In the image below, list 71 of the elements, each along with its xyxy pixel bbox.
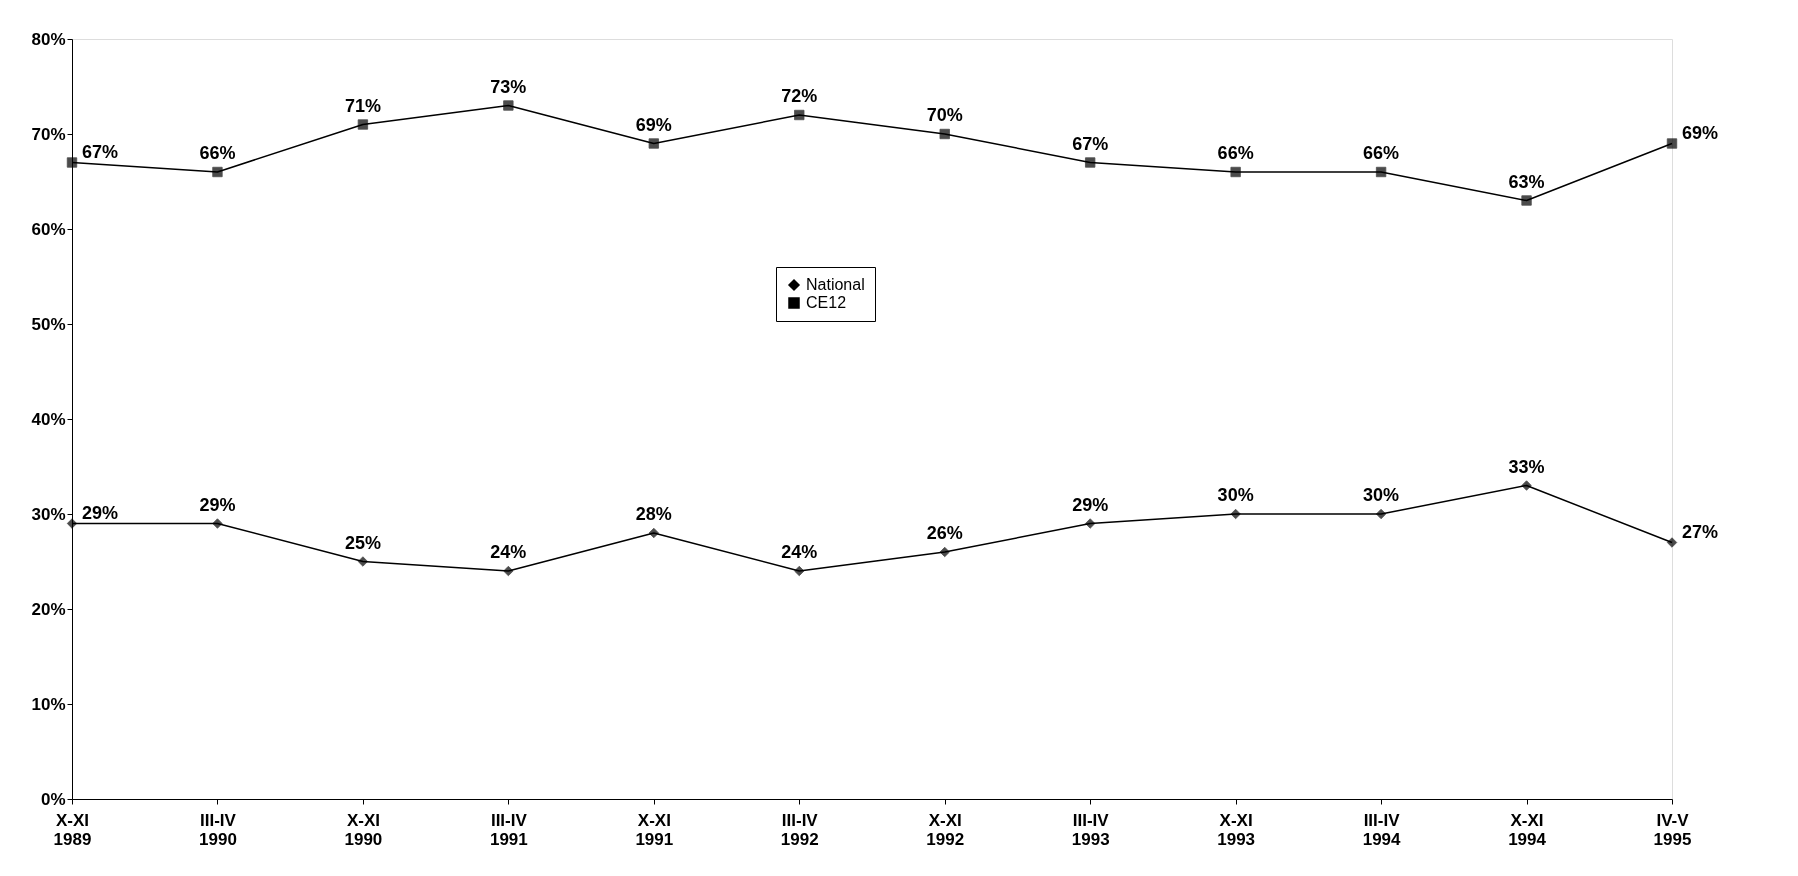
data-label: 33%: [1508, 456, 1545, 477]
x-tick-label: X-XI 1992: [926, 810, 965, 849]
point: [1230, 508, 1241, 520]
point: [1666, 537, 1678, 548]
x-tick-label: III-IV 1991: [489, 810, 528, 849]
data-label: 67%: [82, 141, 119, 162]
data-label: 26%: [926, 523, 963, 543]
data-label: 24%: [781, 542, 818, 562]
data-label: 71%: [344, 95, 381, 116]
x-tick-label: X-XI 1993: [1217, 810, 1256, 849]
point: [1521, 195, 1532, 206]
data-label: 66%: [199, 143, 236, 163]
y-tick-label: 0%: [40, 789, 66, 809]
point: [1085, 518, 1096, 529]
y-tick-label: 70%: [31, 124, 66, 144]
point: [794, 565, 805, 577]
x-tick-label: X-XI 1991: [635, 810, 674, 849]
y-tick-label: 10%: [31, 694, 66, 714]
data-label: 30%: [1217, 485, 1254, 505]
y-tick-label: 30%: [31, 504, 66, 524]
data-label: 67%: [1072, 133, 1109, 154]
x-tick-label: X-XI 1994: [1508, 810, 1547, 849]
point: [66, 518, 78, 529]
x-tick-label: IV-V 1995: [1653, 810, 1692, 849]
point: [1666, 138, 1678, 149]
point: [212, 166, 223, 178]
point: [939, 128, 950, 140]
point: [1521, 480, 1532, 491]
data-label: 69%: [635, 114, 672, 135]
point: [503, 565, 514, 577]
data-label: 24%: [490, 542, 527, 562]
point: [648, 527, 659, 539]
data-label: 28%: [635, 504, 672, 524]
data-label: 29%: [1072, 494, 1109, 515]
data-label: 70%: [926, 105, 963, 125]
data-label: 30%: [1363, 485, 1400, 505]
x-tick-label: X-XI 1990: [344, 810, 383, 849]
data-label: 27%: [1682, 521, 1719, 542]
legend-label: National: [806, 276, 865, 293]
point: [66, 157, 78, 168]
y-tick-label: 60%: [31, 219, 66, 239]
y-tick-label: 80%: [31, 29, 66, 49]
data-label: 66%: [1363, 143, 1400, 163]
point: [1375, 166, 1387, 178]
point: [794, 109, 805, 121]
x-tick-label: X-XI 1989: [53, 810, 92, 849]
point: [1375, 508, 1387, 520]
data-label: 73%: [490, 76, 527, 97]
x-tick-label: III-IV 1993: [1071, 810, 1110, 849]
data-label: 29%: [199, 494, 236, 515]
point: [939, 546, 950, 558]
y-tick-label: 50%: [31, 314, 66, 334]
x-tick-label: III-IV 1990: [199, 810, 237, 849]
y-tick-label: 20%: [31, 599, 66, 619]
data-label: 25%: [344, 532, 381, 553]
data-label: 69%: [1682, 122, 1719, 143]
x-tick-label: III-IV 1992: [780, 810, 819, 849]
point: [1085, 157, 1096, 168]
data-label: 29%: [82, 502, 119, 523]
point: [1230, 166, 1241, 178]
data-label: 72%: [781, 86, 818, 106]
legend-label: CE12: [806, 294, 847, 311]
point: [357, 556, 369, 567]
point: [503, 100, 514, 111]
data-label: 63%: [1508, 171, 1545, 192]
x-tick-label: III-IV 1994: [1362, 810, 1402, 849]
data-label: 66%: [1217, 143, 1254, 163]
y-tick-label: 40%: [31, 409, 66, 429]
point: [357, 119, 369, 130]
point: [648, 138, 659, 149]
point: [212, 518, 223, 529]
